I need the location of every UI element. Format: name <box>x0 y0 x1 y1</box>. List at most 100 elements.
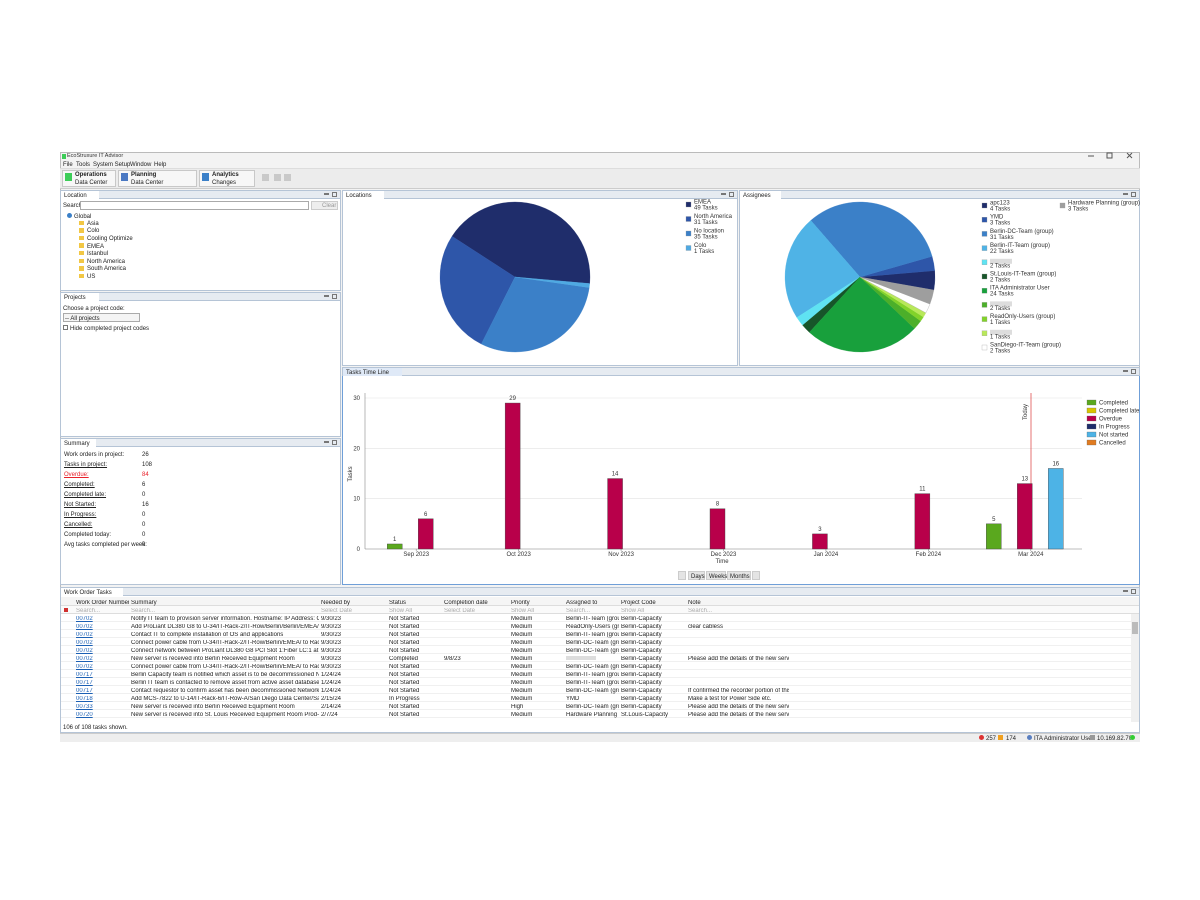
maximize-button[interactable] <box>332 192 337 197</box>
table-row[interactable] <box>61 694 1131 702</box>
clear-button[interactable] <box>311 201 338 210</box>
table-row[interactable] <box>61 678 1131 686</box>
work-order-link[interactable]: 00717 <box>76 679 93 686</box>
summary-label[interactable]: Completed late: <box>64 492 107 498</box>
panel-title[interactable]: Work Order Tasks <box>64 589 112 596</box>
table-row[interactable] <box>61 654 1131 662</box>
tree-node[interactable]: South America <box>87 266 127 273</box>
work-order-link[interactable]: 00733 <box>76 703 93 710</box>
tree-node[interactable]: Global <box>74 213 92 220</box>
project-select[interactable] <box>63 313 140 322</box>
minimize-button[interactable] <box>1123 590 1128 592</box>
minimize-button[interactable] <box>324 193 329 195</box>
column-filter[interactable]: Show All <box>621 608 645 614</box>
toolbar-action[interactable] <box>262 174 269 181</box>
table-row[interactable] <box>61 670 1131 678</box>
column-filter[interactable]: Select Date <box>444 608 476 614</box>
minimize-button[interactable] <box>324 441 329 443</box>
column-filter[interactable]: Search... <box>76 608 101 614</box>
tree-node[interactable]: North America <box>87 258 126 265</box>
summary-label[interactable]: Not Started: <box>64 502 97 508</box>
column-header[interactable]: Assigned to <box>566 599 598 606</box>
column-header[interactable]: Needed by <box>321 599 351 606</box>
panel-title[interactable]: Location <box>64 192 87 199</box>
toolbar-button[interactable] <box>62 170 116 187</box>
column-filter[interactable]: Search... <box>566 608 591 614</box>
menu-item[interactable]: Tools <box>76 162 91 168</box>
maximize-button[interactable] <box>1131 192 1136 197</box>
scrollbar[interactable] <box>1131 614 1139 722</box>
summary-label[interactable]: In Progress: <box>64 512 97 518</box>
next-button[interactable] <box>752 571 760 580</box>
toolbar-button[interactable] <box>199 170 255 187</box>
work-order-link[interactable]: 00718 <box>76 695 93 702</box>
panel-title[interactable]: Assignees <box>743 192 771 199</box>
maximize-button[interactable] <box>332 440 337 445</box>
column-header[interactable]: Completion date <box>444 599 488 606</box>
tree-node[interactable]: Asia <box>87 220 99 227</box>
toolbar-button[interactable] <box>118 170 197 187</box>
work-order-link[interactable]: 00717 <box>76 687 93 694</box>
work-order-link[interactable]: 00720 <box>76 711 93 718</box>
work-order-link[interactable]: 00702 <box>76 615 93 622</box>
table-row[interactable] <box>61 686 1131 694</box>
checkbox[interactable] <box>63 325 68 330</box>
summary-label[interactable]: Cancelled: <box>64 522 93 528</box>
table-row[interactable] <box>61 662 1131 670</box>
work-order-link[interactable]: 00717 <box>76 671 93 678</box>
column-filter[interactable]: Show All <box>511 608 535 614</box>
maximize-button[interactable] <box>729 192 734 197</box>
column-header[interactable]: Summary <box>131 599 157 606</box>
menu-item[interactable]: File <box>63 162 73 168</box>
scrollbar-thumb[interactable] <box>1132 622 1138 634</box>
table-row[interactable] <box>61 710 1131 718</box>
timeline-button[interactable] <box>688 571 705 580</box>
minimize-button[interactable] <box>324 295 329 297</box>
column-filter[interactable]: Search... <box>131 608 156 614</box>
maximize-button[interactable] <box>1131 369 1136 374</box>
table-row[interactable] <box>61 638 1131 646</box>
panel-title[interactable]: Projects <box>64 294 86 301</box>
work-order-link[interactable]: 00702 <box>76 623 93 630</box>
column-filter[interactable]: Show All <box>389 608 413 614</box>
summary-label[interactable]: Tasks in project: <box>64 462 108 468</box>
search-input[interactable] <box>80 201 309 210</box>
menu-item[interactable]: Help <box>154 162 167 168</box>
table-row[interactable] <box>61 622 1131 630</box>
minimize-button[interactable] <box>721 193 726 195</box>
minimize-button[interactable] <box>1123 193 1128 195</box>
table-row[interactable] <box>61 630 1131 638</box>
column-header[interactable]: Status <box>389 599 407 606</box>
work-order-link[interactable]: 00702 <box>76 655 93 662</box>
menu-item[interactable]: System Setup <box>93 162 131 168</box>
minimize-button[interactable] <box>1123 370 1128 372</box>
tree-node[interactable]: US <box>87 274 96 280</box>
table-row[interactable] <box>61 646 1131 654</box>
work-order-link[interactable]: 00702 <box>76 663 93 670</box>
timeline-button[interactable] <box>706 571 726 580</box>
panel-title[interactable]: Locations <box>346 192 372 199</box>
column-header[interactable]: Note <box>688 599 701 606</box>
panel-title[interactable]: Summary <box>64 440 90 447</box>
clear-filter-icon[interactable] <box>64 608 68 612</box>
prev-button[interactable] <box>678 571 686 580</box>
maximize-button[interactable] <box>1131 589 1136 594</box>
column-header[interactable]: Work Order Number <box>76 599 129 606</box>
column-filter[interactable]: Search... <box>688 608 713 614</box>
toolbar-action[interactable] <box>284 174 291 181</box>
summary-label[interactable]: Completed: <box>64 482 95 488</box>
tree-node[interactable]: Colo <box>87 228 100 235</box>
table-row[interactable] <box>61 702 1131 710</box>
tree-node[interactable]: EMEA <box>87 243 105 250</box>
panel-title[interactable]: Tasks Time Line <box>346 369 390 376</box>
menu-item[interactable]: Window <box>130 162 152 168</box>
toolbar-action[interactable] <box>274 174 281 181</box>
column-header[interactable]: Project Code <box>621 599 656 606</box>
summary-label[interactable]: Overdue: <box>64 472 89 478</box>
timeline-button[interactable] <box>727 571 751 580</box>
work-order-link[interactable]: 00702 <box>76 639 93 646</box>
work-order-link[interactable]: 00702 <box>76 631 93 638</box>
maximize-button[interactable] <box>332 294 337 299</box>
tree-node[interactable]: Cooling Optimize <box>87 236 133 242</box>
work-order-link[interactable]: 00702 <box>76 647 93 654</box>
